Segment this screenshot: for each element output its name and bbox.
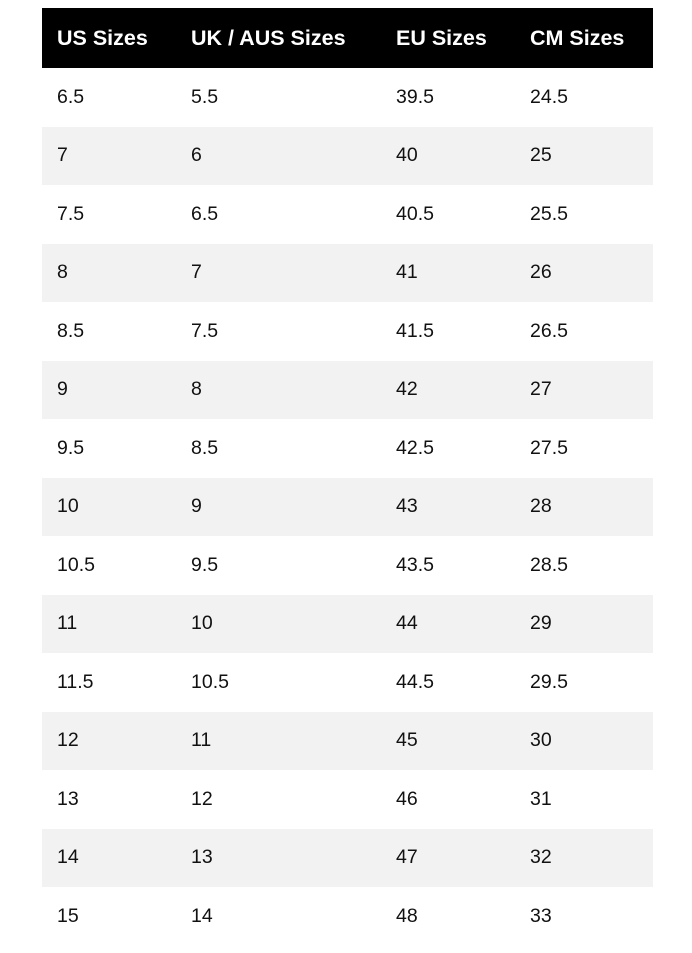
us-size-cell: 7: [42, 126, 176, 185]
cm-size-cell: 32: [515, 828, 653, 887]
uk-aus-size-cell: 8: [176, 360, 381, 419]
us-size-cell: 13: [57, 787, 79, 810]
table-row: 9 8 42 27: [42, 360, 653, 419]
table-row: 11.5 10.5 44.5 29.5: [42, 653, 653, 712]
uk-aus-size-cell: 14: [191, 904, 213, 927]
uk-aus-size-cell: 6.5: [191, 202, 219, 225]
eu-size-cell: 45: [381, 711, 515, 770]
us-size-cell: 11.5: [57, 670, 94, 693]
table-row: 10.5 9.5 43.5 28.5: [42, 536, 653, 595]
table-row: 11 10 44 29: [42, 594, 653, 653]
uk-aus-size-cell: 11: [176, 711, 381, 770]
cm-size-cell: 26: [515, 243, 653, 302]
table-row: 7.5 6.5 40.5 25.5: [42, 185, 653, 244]
us-size-cell: 6.5: [57, 85, 85, 108]
us-size-cell: 10: [42, 477, 176, 536]
header-us-sizes: US Sizes: [42, 8, 176, 68]
us-size-cell: 8.5: [57, 319, 85, 342]
table-row: 13 12 46 31: [42, 770, 653, 829]
us-size-cell: 9.5: [57, 436, 85, 459]
uk-aus-size-cell: 6: [176, 126, 381, 185]
uk-aus-size-cell: 9.5: [191, 553, 219, 576]
table-row: 15 14 48 33: [42, 887, 653, 946]
us-size-cell: 7.5: [57, 202, 85, 225]
cm-size-cell: 29: [515, 594, 653, 653]
eu-size-cell: 47: [381, 828, 515, 887]
cm-size-cell: 29.5: [530, 670, 568, 693]
cm-size-cell: 27: [515, 360, 653, 419]
table-row: 12 11 45 30: [42, 711, 653, 770]
table-row: 6.5 5.5 39.5 24.5: [42, 68, 653, 127]
eu-size-cell: 42: [381, 360, 515, 419]
eu-size-cell: 44: [381, 594, 515, 653]
cm-size-cell: 27.5: [530, 436, 568, 459]
eu-size-cell: 43.5: [396, 553, 434, 576]
table-row: 8 7 41 26: [42, 243, 653, 302]
eu-size-cell: 40.5: [396, 202, 434, 225]
eu-size-cell: 42.5: [396, 436, 434, 459]
eu-size-cell: 46: [396, 787, 418, 810]
us-size-cell: 15: [57, 904, 79, 927]
uk-aus-size-cell: 7.5: [191, 319, 219, 342]
uk-aus-size-cell: 10.5: [191, 670, 229, 693]
table-row: 8.5 7.5 41.5 26.5: [42, 302, 653, 361]
us-size-cell: 11: [42, 594, 176, 653]
cm-size-cell: 25.5: [530, 202, 568, 225]
cm-size-cell: 30: [515, 711, 653, 770]
header-cm-sizes: CM Sizes: [515, 8, 653, 68]
header-eu-sizes: EU Sizes: [381, 8, 515, 68]
uk-aus-size-cell: 9: [176, 477, 381, 536]
us-size-cell: 14: [42, 828, 176, 887]
cm-size-cell: 31: [530, 787, 552, 810]
us-size-cell: 9: [42, 360, 176, 419]
cm-size-cell: 26.5: [530, 319, 568, 342]
uk-aus-size-cell: 8.5: [191, 436, 219, 459]
eu-size-cell: 39.5: [396, 85, 434, 108]
cm-size-cell: 33: [530, 904, 552, 927]
cm-size-cell: 28.5: [530, 553, 568, 576]
eu-size-cell: 40: [381, 126, 515, 185]
cm-size-cell: 25: [515, 126, 653, 185]
table-row: 7 6 40 25: [42, 126, 653, 185]
us-size-cell: 10.5: [57, 553, 95, 576]
cm-size-cell: 28: [515, 477, 653, 536]
table-row: 9.5 8.5 42.5 27.5: [42, 419, 653, 478]
uk-aus-size-cell: 12: [191, 787, 213, 810]
us-size-cell: 12: [42, 711, 176, 770]
uk-aus-size-cell: 13: [176, 828, 381, 887]
header-uk-aus-sizes: UK / AUS Sizes: [176, 8, 381, 68]
uk-aus-size-cell: 7: [176, 243, 381, 302]
table-row: 10 9 43 28: [42, 477, 653, 536]
uk-aus-size-cell: 10: [176, 594, 381, 653]
uk-aus-size-cell: 5.5: [191, 85, 219, 108]
eu-size-cell: 48: [396, 904, 418, 927]
eu-size-cell: 44.5: [396, 670, 434, 693]
us-size-cell: 8: [42, 243, 176, 302]
size-chart-table: US Sizes UK / AUS Sizes EU Sizes CM Size…: [42, 8, 653, 946]
eu-size-cell: 41.5: [396, 319, 434, 342]
table-row: 14 13 47 32: [42, 828, 653, 887]
header-row: US Sizes UK / AUS Sizes EU Sizes CM Size…: [42, 8, 653, 68]
eu-size-cell: 43: [381, 477, 515, 536]
cm-size-cell: 24.5: [530, 85, 568, 108]
eu-size-cell: 41: [381, 243, 515, 302]
